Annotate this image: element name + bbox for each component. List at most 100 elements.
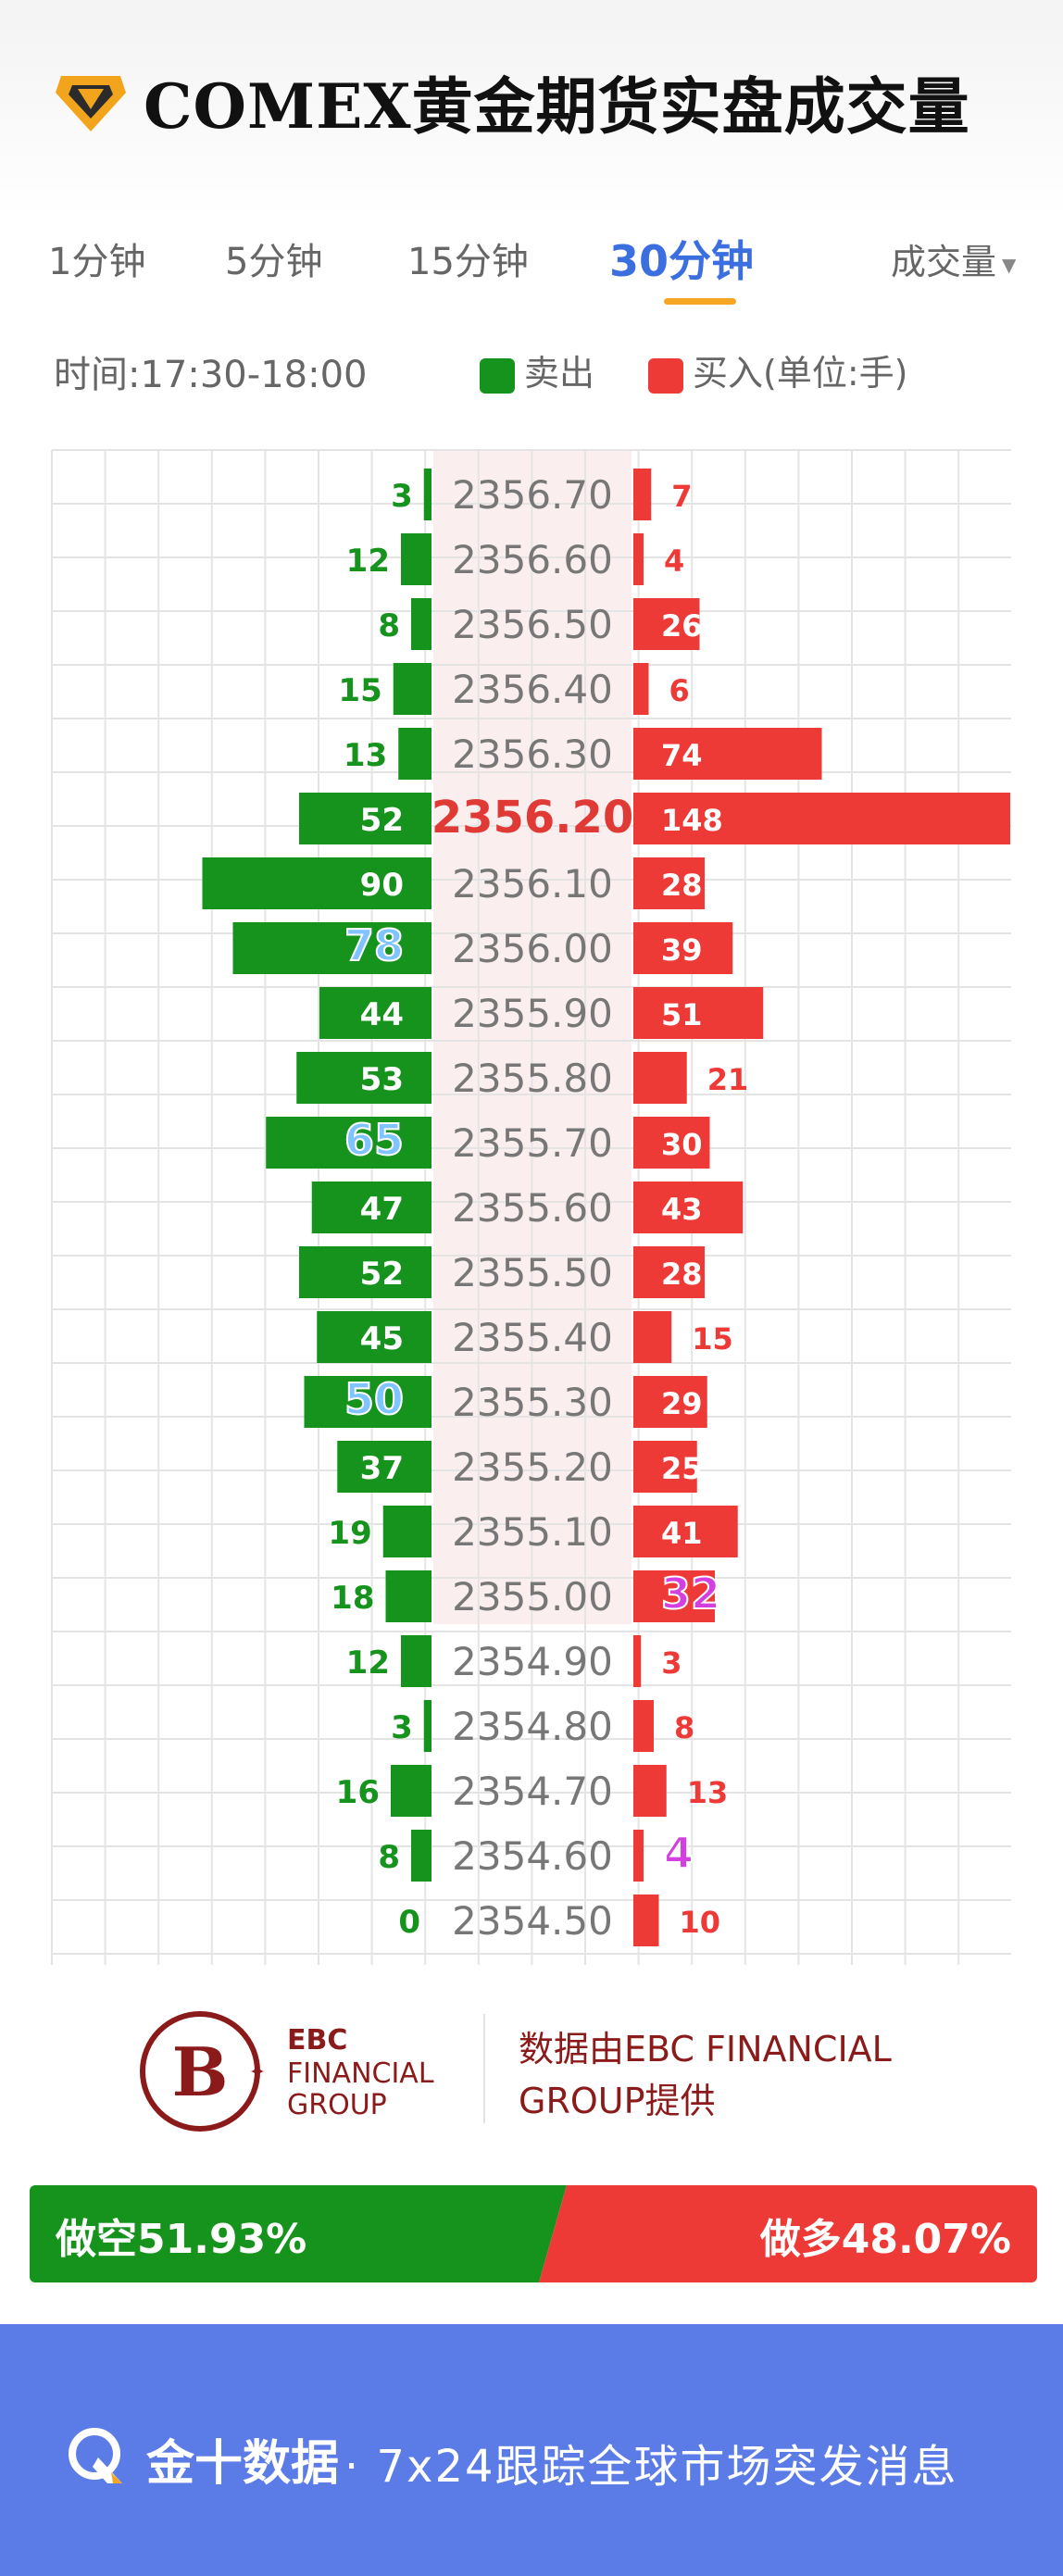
buy-bar	[633, 1246, 705, 1298]
buy-bar	[633, 922, 733, 974]
buy-value-label: 6	[669, 673, 690, 708]
ebc-brand-line3: GROUP	[287, 2089, 387, 2121]
sell-value-label: 16	[336, 1774, 380, 1811]
sponsor-divider	[483, 2014, 485, 2123]
sponsor-text-line2: GROUP提供	[519, 2081, 716, 2121]
sell-value-label: 3	[391, 1709, 413, 1746]
buy-bar	[633, 1117, 710, 1169]
buy-value-label: 4	[664, 1828, 694, 1878]
svg-text:✦: ✦	[249, 2061, 266, 2084]
sell-value-label: 53	[360, 1061, 404, 1098]
sell-value-label: 18	[331, 1580, 374, 1617]
tab-1min[interactable]: 1分钟	[48, 241, 146, 283]
buy-bar	[633, 1182, 744, 1233]
sell-value-label: 12	[346, 1644, 390, 1682]
sell-value-label: 78	[344, 920, 404, 970]
buy-bar	[633, 728, 822, 780]
sell-value-label: 65	[344, 1115, 404, 1165]
sell-value-label: 13	[344, 737, 387, 774]
sell-value-label: 8	[378, 607, 400, 644]
sell-value-label: 15	[338, 672, 381, 709]
price-label: 2354.60	[452, 1833, 613, 1879]
buy-value-label: 10	[680, 1905, 721, 1940]
buy-value-label: 26	[661, 608, 703, 644]
buy-value-label: 15	[692, 1321, 733, 1357]
legend-sell-label: 卖出	[524, 353, 595, 394]
timeframe-tabs: 1分钟 5分钟 15分钟 30分钟	[0, 231, 1063, 306]
buy-value-label: 25	[661, 1451, 703, 1486]
sell-bar	[423, 469, 431, 520]
buy-bar	[633, 793, 1010, 844]
price-label: 2355.20	[452, 1444, 613, 1490]
buy-value-label: 39	[661, 932, 703, 968]
buy-bar	[633, 1052, 687, 1104]
legend-buy: 买入(单位:手)	[648, 344, 907, 395]
buy-value-label: 8	[674, 1710, 694, 1745]
sponsor-text-line1: 数据由EBC FINANCIAL	[519, 2029, 892, 2070]
buy-value-label: 41	[661, 1516, 703, 1551]
sell-value-label: 52	[360, 802, 404, 839]
price-label: 2356.10	[452, 861, 613, 907]
sell-value-label: 8	[378, 1839, 400, 1876]
sell-bar	[232, 922, 431, 974]
buy-bar	[633, 598, 700, 650]
buy-bar	[633, 1441, 697, 1493]
buy-value-label: 51	[661, 997, 703, 1032]
sell-value-label: 90	[360, 867, 404, 904]
sell-bar	[411, 598, 431, 650]
buy-bar	[633, 533, 644, 585]
sell-bar	[319, 987, 431, 1039]
price-label: 2355.90	[452, 991, 613, 1036]
sell-value-label: 45	[360, 1320, 404, 1357]
short-ratio-segment: 做空51.93%	[30, 2185, 567, 2282]
sell-value-label: 52	[360, 1256, 404, 1293]
sell-bar	[304, 1376, 431, 1428]
page-title: COMEX黄金期货实盘成交量	[144, 70, 970, 143]
tab-5min[interactable]: 5分钟	[225, 241, 323, 283]
price-label: 2355.80	[452, 1056, 613, 1101]
buy-swatch-icon	[648, 357, 683, 394]
sell-bar	[202, 857, 431, 909]
sell-bar	[299, 793, 431, 844]
sell-swatch-icon	[480, 357, 515, 394]
ebc-brand-line1: EBC	[287, 2024, 348, 2057]
sell-bar	[337, 1441, 431, 1493]
sell-bar	[299, 1246, 431, 1298]
price-label: 2356.00	[452, 926, 613, 971]
sell-value-label: 44	[360, 996, 404, 1033]
active-tab-indicator	[664, 298, 736, 305]
sell-bar	[393, 663, 431, 715]
sell-bar	[391, 1765, 431, 1817]
tab-15min[interactable]: 15分钟	[407, 241, 529, 283]
buy-bar	[633, 1700, 654, 1752]
sponsor-text: 数据由EBC FINANCIAL GROUP提供	[519, 2023, 892, 2127]
buy-value-label: 74	[661, 738, 703, 773]
buy-value-label: 4	[664, 544, 684, 579]
sell-value-label: 0	[398, 1904, 420, 1941]
footer-banner: 金十数据 · 7x24跟踪全球市场突发消息	[0, 2324, 1063, 2576]
sell-bar	[398, 728, 431, 780]
price-label: 2356.30	[452, 732, 613, 777]
price-label: 2356.50	[452, 602, 613, 647]
sell-bar	[411, 1830, 431, 1882]
svg-text:B: B	[172, 2032, 229, 2111]
sell-bar	[382, 1506, 431, 1557]
price-label: 2356.40	[452, 667, 613, 712]
buy-bar	[633, 1506, 738, 1557]
tab-30min[interactable]: 30分钟	[609, 236, 755, 286]
buy-value-label: 32	[661, 1569, 720, 1619]
metric-dropdown[interactable]: 成交量 ▼	[891, 233, 1016, 284]
sell-value-label: 37	[360, 1450, 404, 1487]
buy-bar	[633, 1376, 707, 1428]
header: COMEX黄金期货实盘成交量	[0, 0, 1063, 218]
buy-value-label: 3	[661, 1645, 682, 1681]
time-label: 时间:	[54, 354, 141, 396]
buy-bar	[633, 987, 764, 1039]
sell-value-label: 12	[346, 543, 390, 580]
caret-down-icon: ▼	[1002, 253, 1017, 276]
buy-bar	[633, 1894, 659, 1946]
sell-bar	[401, 1635, 431, 1687]
buy-value-label: 30	[661, 1127, 703, 1162]
footer-tagline: · 7x24跟踪全球市场突发消息	[344, 2441, 958, 2493]
